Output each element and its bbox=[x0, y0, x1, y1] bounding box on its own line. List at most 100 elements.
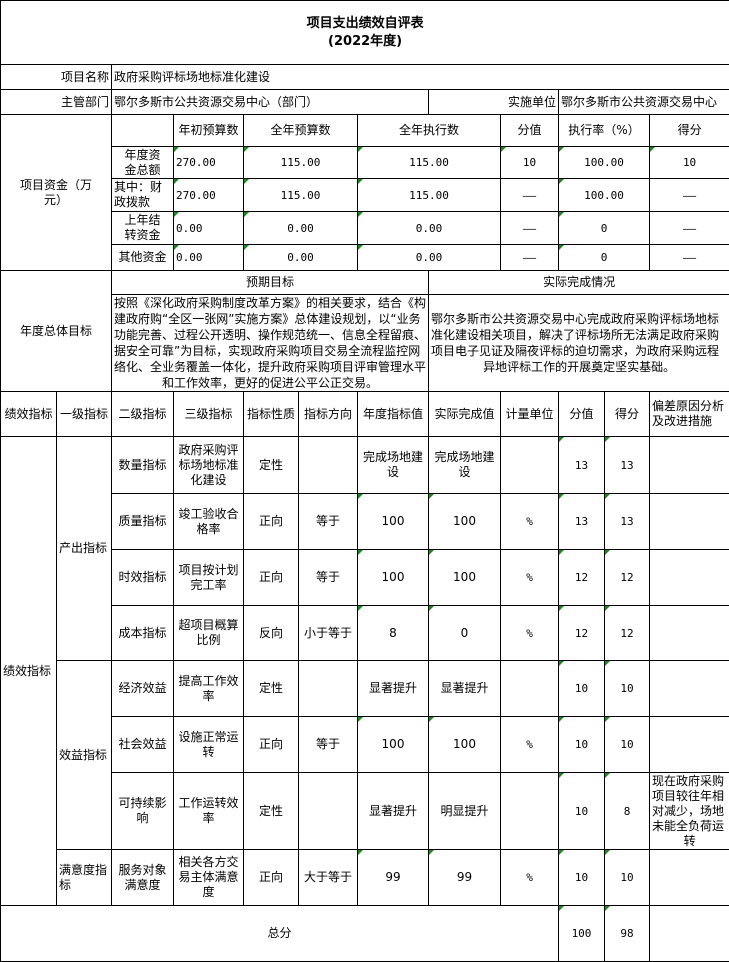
annual-target: 100 bbox=[358, 550, 429, 606]
perf-header: 分值 bbox=[559, 392, 605, 437]
level2-indicator: 可持续影响 bbox=[112, 773, 174, 850]
fund-name: 上年结转资金 bbox=[112, 212, 174, 245]
fund-executed: 0.00 bbox=[358, 212, 501, 245]
level2-indicator: 质量指标 bbox=[112, 494, 174, 550]
fund-initial: 0.00 bbox=[174, 212, 244, 245]
fund-score-value: —— bbox=[501, 245, 559, 271]
total-value: 100 bbox=[559, 906, 605, 962]
actual-value: 99 bbox=[429, 850, 501, 906]
deviation-reason bbox=[650, 606, 729, 661]
indicator-direction: 小于等于 bbox=[299, 606, 358, 661]
fund-annual: 0.00 bbox=[244, 212, 358, 245]
fund-executed: 115.00 bbox=[358, 179, 501, 212]
deviation-reason bbox=[650, 437, 729, 494]
deviation-reason bbox=[650, 550, 729, 606]
score-value: 12 bbox=[559, 550, 605, 606]
indicator-direction bbox=[299, 437, 358, 494]
unit bbox=[501, 437, 559, 494]
expected-goal-text: 按照《深化政府采购制度改革方案》的相关要求，结合《构建政府购“全区一张网”实施方… bbox=[112, 295, 429, 392]
subtitle-text: (2022年度) bbox=[3, 33, 727, 51]
perf-header: 绩效指标 bbox=[1, 392, 57, 437]
level2-indicator: 社会效益 bbox=[112, 717, 174, 773]
funds-header: 年初预算数 bbox=[174, 115, 244, 147]
level2-indicator: 时效指标 bbox=[112, 550, 174, 606]
perf-header: 得分 bbox=[605, 392, 650, 437]
fund-score-value: —— bbox=[501, 212, 559, 245]
level3-indicator: 项目按计划完工率 bbox=[174, 550, 244, 606]
funds-header-blank bbox=[112, 115, 174, 147]
actual-value: 明显提升 bbox=[429, 773, 501, 850]
funds-header: 全年执行数 bbox=[358, 115, 501, 147]
actual-value: 100 bbox=[429, 494, 501, 550]
score-value: 12 bbox=[559, 606, 605, 661]
project-name-value: 政府采购评标场地标准化建设 bbox=[112, 65, 729, 90]
fund-initial: 0.00 bbox=[174, 245, 244, 271]
total-row: 总分 100 98 bbox=[1, 906, 729, 962]
total-reason bbox=[650, 906, 729, 962]
fund-executed: 115.00 bbox=[358, 147, 501, 179]
total-score: 98 bbox=[605, 906, 650, 962]
unit: % bbox=[501, 606, 559, 661]
unit bbox=[501, 773, 559, 850]
score: 12 bbox=[605, 606, 650, 661]
perf-header: 二级指标 bbox=[112, 392, 174, 437]
indicator-nature: 正向 bbox=[244, 850, 299, 906]
level2-indicator: 成本指标 bbox=[112, 606, 174, 661]
actual-value: 完成场地建设 bbox=[429, 437, 501, 494]
annual-target: 99 bbox=[358, 850, 429, 906]
funds-header: 全年预算数 bbox=[244, 115, 358, 147]
score: 13 bbox=[605, 494, 650, 550]
funds-header: 得分 bbox=[650, 115, 729, 147]
fund-annual: 0.00 bbox=[244, 245, 358, 271]
score-value: 10 bbox=[559, 850, 605, 906]
score-value: 13 bbox=[559, 437, 605, 494]
fund-annual: 115.00 bbox=[244, 147, 358, 179]
perf-header: 指标方向 bbox=[299, 392, 358, 437]
actual-value: 100 bbox=[429, 717, 501, 773]
level3-indicator: 工作运转效率 bbox=[174, 773, 244, 850]
perf-header: 年度指标值 bbox=[358, 392, 429, 437]
level1-indicator: 效益指标 bbox=[57, 661, 112, 850]
actual-value: 100 bbox=[429, 550, 501, 606]
table-title: 项目支出绩效自评表(2022年度) bbox=[1, 1, 729, 65]
unit: % bbox=[501, 850, 559, 906]
title-text: 项目支出绩效自评表 bbox=[3, 15, 727, 33]
fund-score: —— bbox=[650, 245, 729, 271]
score-value: 13 bbox=[559, 494, 605, 550]
level3-indicator: 超项目概算比例 bbox=[174, 606, 244, 661]
indicator-direction bbox=[299, 773, 358, 850]
unit bbox=[501, 661, 559, 717]
perf-header: 偏差原因分析及改进措施 bbox=[650, 392, 729, 437]
score-value: 10 bbox=[559, 773, 605, 850]
funds-label: 项目资金（万元） bbox=[1, 115, 112, 271]
indicator-direction: 等于 bbox=[299, 494, 358, 550]
level1-indicator: 满意度指标 bbox=[57, 850, 112, 906]
deviation-reason bbox=[650, 661, 729, 717]
perf-label: 绩效指标 bbox=[1, 437, 57, 906]
funds-header: 执行率（%） bbox=[559, 115, 650, 147]
indicator-direction bbox=[299, 661, 358, 717]
indicator-direction: 等于 bbox=[299, 717, 358, 773]
dept-label: 主管部门 bbox=[1, 90, 112, 115]
fund-initial: 270.00 bbox=[174, 179, 244, 212]
perf-header: 三级指标 bbox=[174, 392, 244, 437]
level3-indicator: 政府采购评标场地标准化建设 bbox=[174, 437, 244, 494]
deviation-reason bbox=[650, 494, 729, 550]
dept-value: 鄂尔多斯市公共资源交易中心（部门） bbox=[112, 90, 429, 115]
score-value: 10 bbox=[559, 661, 605, 717]
level2-indicator: 经济效益 bbox=[112, 661, 174, 717]
fund-score: 10 bbox=[650, 147, 729, 179]
fund-executed: 0.00 bbox=[358, 245, 501, 271]
annual-target: 显著提升 bbox=[358, 661, 429, 717]
unit: % bbox=[501, 717, 559, 773]
indicator-nature: 定性 bbox=[244, 661, 299, 717]
fund-name: 年度资金总额 bbox=[112, 147, 174, 179]
level2-indicator: 数量指标 bbox=[112, 437, 174, 494]
level3-indicator: 设施正常运转 bbox=[174, 717, 244, 773]
indicator-direction: 等于 bbox=[299, 550, 358, 606]
actual-result-text: 鄂尔多斯市公共资源交易中心完成政府采购评标场地标准化建设相关项目，解决了评标场所… bbox=[429, 295, 729, 392]
fund-score: —— bbox=[650, 212, 729, 245]
